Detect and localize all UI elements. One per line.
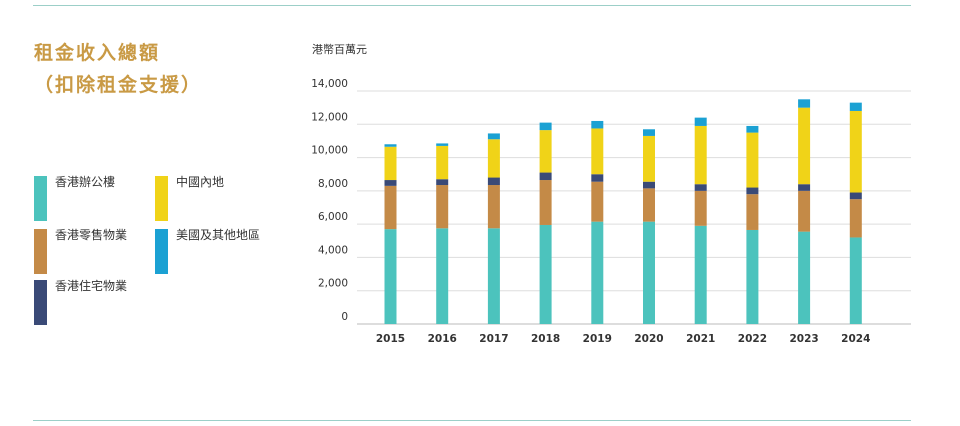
- bar-segment: [694, 225, 707, 324]
- legend-label-hk-office: 香港辦公樓: [55, 175, 116, 189]
- bar-segment: [798, 99, 811, 108]
- bar-segment: [798, 107, 811, 185]
- x-tick-label: 2020: [634, 333, 663, 345]
- x-tick-label: 2016: [428, 333, 457, 345]
- bar-segment: [436, 179, 449, 186]
- legend-swatch-hk-office: [34, 176, 47, 221]
- chart-title: 租金收入總額: [34, 42, 161, 64]
- bar-segment: [746, 125, 759, 133]
- legend-swatch-mainland: [155, 176, 168, 221]
- y-tick-label: 4,000: [318, 244, 348, 256]
- bar-segment: [694, 190, 707, 226]
- legend-item-mainland: 中國內地: [155, 175, 225, 221]
- y-tick-label: 6,000: [318, 211, 348, 223]
- bar-segment: [539, 130, 552, 173]
- y-tick-label: 10,000: [311, 145, 348, 157]
- legend-label-hk-residential: 香港住宅物業: [55, 279, 128, 293]
- y-tick-label: 2,000: [318, 278, 348, 290]
- top-divider: [33, 5, 911, 6]
- bar-segment: [849, 192, 862, 200]
- bar-segment: [591, 174, 604, 182]
- legend-item-us-other: 美國及其他地區: [155, 228, 261, 274]
- bar-segment: [436, 145, 449, 180]
- bar-segment: [384, 180, 397, 186]
- bar-segment: [436, 228, 449, 324]
- bar-segment: [643, 181, 655, 189]
- bar-segment: [694, 184, 707, 191]
- legend-label-us-other: 美國及其他地區: [176, 228, 261, 242]
- bar-segment: [798, 184, 811, 191]
- bar-segment: [487, 139, 500, 178]
- bar-segment: [798, 190, 811, 232]
- bar-segment: [643, 188, 655, 222]
- y-tick-label: 0: [341, 311, 348, 323]
- bar-segment: [643, 221, 655, 324]
- bar-segment: [591, 120, 604, 129]
- bar-segment: [591, 221, 604, 324]
- bar-segment: [849, 102, 862, 111]
- y-tick-label: 12,000: [311, 111, 348, 123]
- bar-segment: [746, 132, 759, 188]
- bar-segment: [487, 185, 500, 229]
- bar-segment: [384, 146, 397, 181]
- bar-segment: [539, 224, 552, 324]
- bar-segment: [384, 229, 397, 324]
- x-tick-label: 2018: [531, 333, 560, 345]
- legend-label-hk-retail: 香港零售物業: [55, 228, 128, 242]
- bar-segment: [746, 187, 759, 195]
- legend-item-hk-retail: 香港零售物業: [34, 228, 128, 274]
- legend-item-hk-residential: 香港住宅物業: [34, 279, 128, 325]
- bar-segment: [849, 110, 862, 193]
- legend-label-mainland: 中國內地: [176, 175, 225, 189]
- bar-segment: [591, 181, 604, 222]
- bar-segment: [384, 144, 397, 147]
- bar-segment: [643, 135, 655, 182]
- bottom-divider: [33, 420, 911, 421]
- bar-segment: [694, 117, 707, 126]
- bar-segment: [643, 129, 655, 136]
- bar-segment: [539, 172, 552, 181]
- bar-segment: [436, 185, 449, 229]
- y-tick-label: 14,000: [311, 78, 348, 90]
- x-tick-label: 2023: [789, 333, 818, 345]
- x-tick-label: 2015: [376, 333, 405, 345]
- bar-segment: [746, 194, 759, 230]
- bar-segment: [487, 177, 500, 186]
- bar-segment: [487, 133, 500, 140]
- x-tick-label: 2021: [686, 333, 715, 345]
- bar-segment: [539, 180, 552, 225]
- bar-segment: [849, 237, 862, 324]
- bar-segment: [436, 143, 449, 146]
- bar-segment: [849, 199, 862, 238]
- x-tick-label: 2017: [479, 333, 508, 345]
- legend-swatch-hk-retail: [34, 229, 47, 274]
- legend-swatch-hk-residential: [34, 280, 47, 325]
- bar-segment: [487, 228, 500, 324]
- chart-subtitle: （扣除租金支援）: [34, 74, 203, 96]
- bar-segment: [798, 231, 811, 324]
- bar-segment: [591, 128, 604, 175]
- y-tick-label: 8,000: [318, 178, 348, 190]
- legend-item-hk-office: 香港辦公樓: [34, 175, 116, 221]
- legend-swatch-us-other: [155, 229, 168, 274]
- x-tick-label: 2022: [738, 333, 767, 345]
- bar-segment: [694, 125, 707, 185]
- x-tick-label: 2024: [841, 333, 870, 345]
- bar-segment: [539, 122, 552, 131]
- bar-segment: [384, 185, 397, 230]
- x-tick-label: 2019: [583, 333, 612, 345]
- y-axis-unit: 港幣百萬元: [312, 43, 367, 56]
- bar-segment: [746, 229, 759, 324]
